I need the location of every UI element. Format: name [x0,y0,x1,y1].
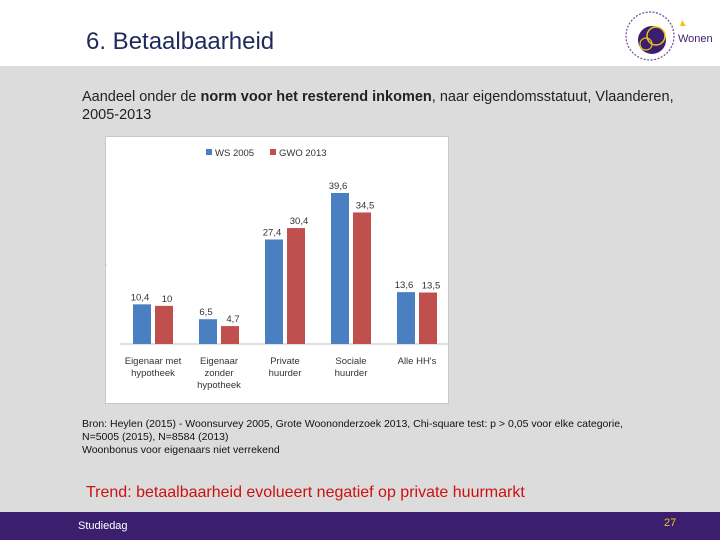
bar-2-1 [155,305,173,344]
category-label-2-1: Eigenaar [200,356,238,367]
data-label-2-2: 4,7 [226,314,239,325]
data-label-1-2: 6,5 [199,307,212,318]
wonen-logo: Wonen [625,11,713,61]
source-line-1: Bron: Heylen (2015) - Woonsurvey 2005, G… [82,418,623,430]
trend-statement: Trend: betaalbaarheid evolueert negatief… [86,484,525,501]
subtitle-part-1: Aandeel onder de [82,89,201,105]
page-number: 27 [664,517,677,529]
source-line-2: N=5005 (2015), N=8584 (2013) [82,431,229,443]
chart-subtitle: Aandeel onder de norm voor het resterend… [82,88,682,124]
source-line-3: Woonbonus voor eigenaars niet verrekend [82,444,280,456]
category-label-4-2: huurder [335,368,368,379]
category-label-2-2: zonder [204,368,233,379]
data-label-1-3: 27,4 [263,228,282,239]
bar-1-5 [397,292,415,344]
category-label-3-2: huurder [269,368,302,379]
category-label-4-1: Sociale [335,356,366,367]
data-label-2-3: 30,4 [290,216,309,227]
data-label-2-1: 10 [162,294,173,305]
category-label-1-1: Eigenaar met [125,356,182,367]
bar-1-2 [199,319,217,344]
bar-2-2 [221,326,239,344]
data-label-2-5: 13,5 [422,281,441,292]
bar-1-4 [331,193,349,344]
footer-bar [0,512,720,540]
bar-2-3 [287,228,305,344]
category-label-5-1: Alle HH's [398,356,437,367]
logo-label: Wonen [678,33,713,45]
data-label-2-4: 34,5 [356,200,375,211]
bar-2-4 [353,212,371,344]
bar-2-5 [419,292,437,344]
bar-1-3 [265,239,283,344]
category-label-2-3: hypotheek [197,380,241,391]
subtitle-part-3: , naar eigendomsstatuut, Vlaanderen, 200… [82,89,674,123]
footer-label: Studiedag [78,520,128,532]
legend-swatch-2 [270,149,276,155]
data-label-1-5: 13,6 [395,280,414,291]
legend-swatch-1 [206,149,212,155]
data-label-1-4: 39,6 [329,181,348,192]
legend-label-1: WS 2005 [215,148,254,159]
category-label-3-1: Private [270,356,300,367]
data-label-1-1: 10,4 [131,292,150,303]
category-label-1-2: hypotheek [131,368,175,379]
subtitle-emphasis: norm voor het resterend inkomen [200,89,432,105]
bar-1-1 [133,304,151,344]
slide-header: 6. Betaalbaarheid Wonen [0,0,720,66]
source-note: Bron: Heylen (2015) - Woonsurvey 2005, G… [82,418,702,457]
slide-title: 6. Betaalbaarheid [86,28,275,55]
legend-label-2: GWO 2013 [279,148,327,159]
y-axis-label: % [106,259,107,270]
